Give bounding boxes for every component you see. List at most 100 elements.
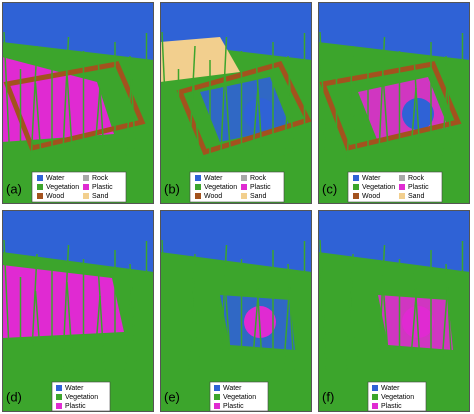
wood-frame xyxy=(319,61,462,151)
legend-swatch xyxy=(56,394,62,400)
legend-label: Wood xyxy=(46,193,64,200)
panel-border xyxy=(2,2,154,204)
sky xyxy=(160,210,312,272)
sky xyxy=(318,2,470,60)
legend-box xyxy=(31,171,127,203)
vegetation-stroke xyxy=(350,82,359,163)
panel: (c) Water Vegetation Wood Rock Plastic Sand xyxy=(318,2,470,204)
vegetation-stroke xyxy=(61,244,70,371)
legend-swatch xyxy=(399,184,405,190)
legend-swatch xyxy=(83,193,89,199)
panel: (d) Water Vegetation Plastic xyxy=(2,210,154,412)
vegetation-stroke xyxy=(413,272,422,371)
legend-swatch xyxy=(214,385,220,391)
legend-label: Plastic xyxy=(381,403,402,410)
legend-label: Plastic xyxy=(408,184,429,191)
legend-label: Wood xyxy=(204,193,222,200)
legend-swatch xyxy=(56,403,62,409)
legend-label: Water xyxy=(46,175,65,182)
vegetation-stroke xyxy=(129,55,137,163)
vegetation-stroke xyxy=(219,244,228,371)
panel-border xyxy=(318,2,470,204)
wood-frame xyxy=(3,61,146,151)
panel-border xyxy=(318,210,470,412)
sky xyxy=(2,2,154,60)
vegetation-stroke xyxy=(3,239,11,371)
legend-label: Vegetation xyxy=(204,184,237,191)
vegetation-stroke xyxy=(192,290,201,371)
legend-label: Vegetation xyxy=(381,394,414,401)
vegetation-stroke xyxy=(445,263,453,371)
legend-swatch xyxy=(241,184,247,190)
panel: (f) Water Vegetation Plastic xyxy=(318,210,470,412)
legend-swatch xyxy=(214,394,220,400)
legend-label: Rock xyxy=(92,175,108,182)
vegetation-stroke xyxy=(34,290,43,371)
vegetation-stroke xyxy=(30,45,38,163)
panel-label: (e) xyxy=(164,389,180,404)
legend-label: Rock xyxy=(250,175,266,182)
legend-swatch xyxy=(37,193,43,199)
legend-swatch xyxy=(372,394,378,400)
vegetation-stroke xyxy=(61,36,70,163)
legend-label: Plastic xyxy=(65,403,86,410)
legend-swatch xyxy=(399,175,405,181)
vegetation-stroke xyxy=(350,290,359,371)
legend-swatch xyxy=(353,175,359,181)
panel-border xyxy=(160,2,312,204)
vegetation-stroke xyxy=(66,281,74,371)
panel-label: (b) xyxy=(164,181,180,196)
legend-label: Plastic xyxy=(223,403,244,410)
panel-border xyxy=(2,210,154,412)
vegetation-stroke xyxy=(377,36,386,163)
vegetation-stroke xyxy=(3,31,11,163)
vegetation-stroke xyxy=(440,286,449,371)
legend-label: Sand xyxy=(92,193,108,200)
legend-swatch xyxy=(37,184,43,190)
legend-label: Water xyxy=(204,175,223,182)
legend-label: Sand xyxy=(408,193,424,200)
legend-label: Vegetation xyxy=(362,184,395,191)
vegetation-stroke xyxy=(319,31,327,163)
panel-label: (d) xyxy=(6,389,22,404)
vegetation-stroke xyxy=(124,78,133,163)
vegetation-stroke xyxy=(161,239,169,371)
vegetation-stroke xyxy=(161,31,169,163)
vegetation-stroke xyxy=(93,87,101,163)
vegetation-stroke xyxy=(66,73,74,163)
vegetation-stroke xyxy=(124,286,133,371)
legend-label: Water xyxy=(362,175,381,182)
vegetation-stroke xyxy=(93,295,101,371)
vegetation-stroke xyxy=(346,45,354,163)
vegetation-stroke xyxy=(287,263,295,371)
legend-swatch xyxy=(399,193,405,199)
panel: (b) Water Vegetation Wood Rock Plastic Sand xyxy=(160,2,312,204)
legend-swatch xyxy=(37,175,43,181)
vegetation-stroke xyxy=(255,272,264,371)
panel-label: (f) xyxy=(322,389,334,404)
vegetation-stroke xyxy=(445,55,453,163)
vegetation-stroke xyxy=(255,64,264,163)
legend-box xyxy=(347,171,443,203)
legend-swatch xyxy=(214,403,220,409)
legend-label: Rock xyxy=(408,175,424,182)
sky xyxy=(2,210,154,272)
legend-swatch xyxy=(56,385,62,391)
vegetation-stroke xyxy=(188,253,196,371)
legend-swatch xyxy=(83,175,89,181)
legend-label: Plastic xyxy=(250,184,271,191)
vegetation-stroke xyxy=(382,73,390,163)
legend-swatch xyxy=(83,184,89,190)
vegetation-stroke xyxy=(219,36,228,163)
vegetation-stroke xyxy=(224,73,232,163)
vegetation-stroke xyxy=(224,281,232,371)
vegetation-stroke xyxy=(192,82,201,163)
vegetation-stroke xyxy=(251,87,259,163)
legend-swatch xyxy=(241,175,247,181)
panel-border xyxy=(160,210,312,412)
vegetation-stroke xyxy=(251,295,259,371)
vegetation-stroke xyxy=(282,286,291,371)
legend-label: Sand xyxy=(250,193,266,200)
legend-swatch xyxy=(353,184,359,190)
legend-box xyxy=(189,171,285,203)
